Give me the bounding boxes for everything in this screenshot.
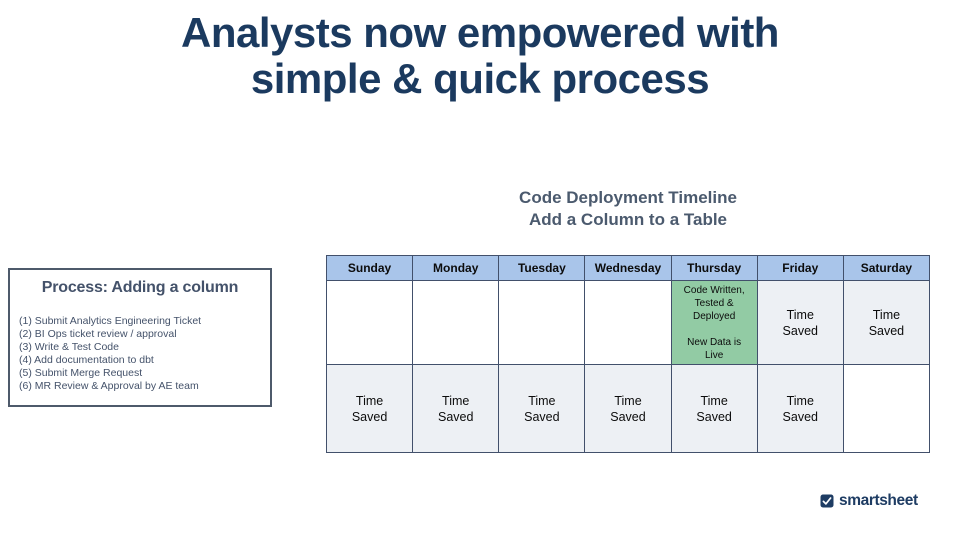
calendar-cell-empty [498,280,586,365]
day-header: Friday [756,255,844,281]
day-header: Sunday [325,255,414,281]
calendar-cell-saved: Time Saved [584,364,672,453]
calendar-row: Time Saved Time Saved Time Saved Time Saved… [325,364,931,453]
calendar-cell-saved: Time Saved [670,364,758,453]
process-box-title: Process: Adding a column [41,279,239,296]
calendar-cell-saved: Time Saved [498,364,586,453]
calendar-cell-absent [842,364,931,453]
calendar-cell-saved: Time Saved [756,364,844,453]
checkbox-icon [820,494,834,508]
calendar-cell-saved: Time Saved [412,364,500,453]
calendar-cell-empty [584,280,672,365]
day-header: Monday [412,255,500,281]
slide-title: Analysts now empowered with simple & qui… [0,9,960,103]
timeline-title-line2: Add a Column to a Table [528,210,728,230]
calendar-cell-saved: Time Saved [756,280,844,365]
calendar-cell-empty [412,280,500,365]
smartsheet-logo: smartsheet [820,492,918,510]
calendar-row: Code Written, Tested & Deployed New Data… [325,280,931,365]
day-header: Wednesday [584,255,672,281]
calendar-header-row: Sunday Monday Tuesday Wednesday Thursday Frid… [325,255,931,281]
day-header: Tuesday [498,255,586,281]
process-steps: (1) Submit Analytics Engineering Ticket(… [19,315,266,393]
calendar-table: Sunday Monday Tuesday Wednesday Thursday Frid… [325,255,931,453]
process-step: (2) BI Ops ticket review / approval [19,328,177,340]
process-step: (5) Submit Merge Request [19,367,143,379]
process-box: Process: Adding a column (1) Submit Anal… [8,268,272,407]
day-header: Saturday [842,255,931,281]
process-step: (6) MR Review & Approval by AE team [19,380,199,392]
process-step: (4) Add documentation to dbt [19,354,154,366]
timeline-title: Code Deployment Timeline Add a Column to… [326,187,930,231]
timeline-title-line1: Code Deployment Timeline [519,188,737,207]
calendar-body: Code Written, Tested & Deployed New Data… [325,280,931,453]
slide-title-line2: simple & quick process [250,55,710,103]
day-header: Thursday [670,255,758,281]
slide-title-line1: Analysts now empowered with [181,9,779,56]
calendar-cell-highlight: Code Written, Tested & Deployed New Data… [670,280,758,365]
process-step: (1) Submit Analytics Engineering Ticket [19,315,202,327]
logo-wordmark: smartsheet [839,492,918,509]
process-step: (3) Write & Test Code [19,341,119,353]
calendar-cell-saved: Time Saved [842,280,931,365]
calendar-cell-empty [325,280,414,365]
calendar-cell-saved: Time Saved [325,364,414,453]
